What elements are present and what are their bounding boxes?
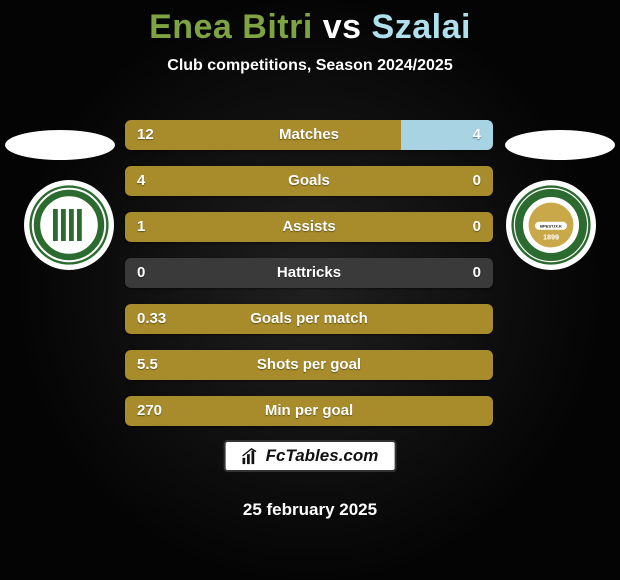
stat-value-left: 12: [125, 120, 166, 150]
stat-label: Hattricks: [125, 258, 493, 288]
stat-label: Matches: [125, 120, 493, 150]
title-player1: Enea Bitri: [149, 8, 313, 46]
fctables-label: FcTables.com: [266, 446, 379, 466]
stat-row: Min per goal270: [125, 396, 493, 426]
svg-text:BPEST.IX.K: BPEST.IX.K: [540, 223, 562, 228]
player-photo-placeholder-left: [5, 130, 115, 160]
stat-row: Goals per match0.33: [125, 304, 493, 334]
stat-row: Hattricks0 0: [125, 258, 493, 288]
stat-row: Shots per goal5.5: [125, 350, 493, 380]
stat-value-right: 0: [461, 258, 493, 288]
player-photo-placeholder-right: [505, 130, 615, 160]
stat-label: Goals: [125, 166, 493, 196]
club-crest-right: BPEST.IX.K 1899: [506, 180, 596, 270]
stat-label: Assists: [125, 212, 493, 242]
stat-label: Shots per goal: [125, 350, 493, 380]
stat-value-left: 5.5: [125, 350, 170, 380]
stat-value-left: 1: [125, 212, 157, 242]
stat-value-left: 270: [125, 396, 174, 426]
chart-icon: [242, 447, 260, 465]
title-vs: vs: [323, 8, 362, 46]
crest-left-svg: [29, 185, 109, 265]
stat-label: Goals per match: [125, 304, 493, 334]
stat-value-right: 0: [461, 212, 493, 242]
stat-value-left: 4: [125, 166, 157, 196]
stat-value-right: 0: [461, 166, 493, 196]
svg-text:1899: 1899: [543, 232, 559, 241]
stat-value-left: 0: [125, 258, 157, 288]
club-crest-left: [24, 180, 114, 270]
subtitle: Club competitions, Season 2024/2025: [0, 57, 620, 75]
comparison-bars: Matches124Goals40Assists10Hattricks00Goa…: [125, 120, 493, 442]
date-line: 25 february 2025: [0, 500, 620, 520]
fctables-badge: FcTables.com: [224, 440, 397, 472]
stat-row: Goals4 0: [125, 166, 493, 196]
page-title: Enea Bitri vs Szalai: [0, 0, 620, 47]
stat-value-left: 0.33: [125, 304, 178, 334]
crest-right-svg: BPEST.IX.K 1899: [511, 185, 591, 265]
stat-row: Assists1 0: [125, 212, 493, 242]
stat-label: Min per goal: [125, 396, 493, 426]
stat-value-right: 4: [461, 120, 493, 150]
content-root: Enea Bitri vs Szalai Club competitions, …: [0, 0, 620, 580]
stat-row: Matches12 4: [125, 120, 493, 150]
title-player2: Szalai: [372, 8, 471, 46]
